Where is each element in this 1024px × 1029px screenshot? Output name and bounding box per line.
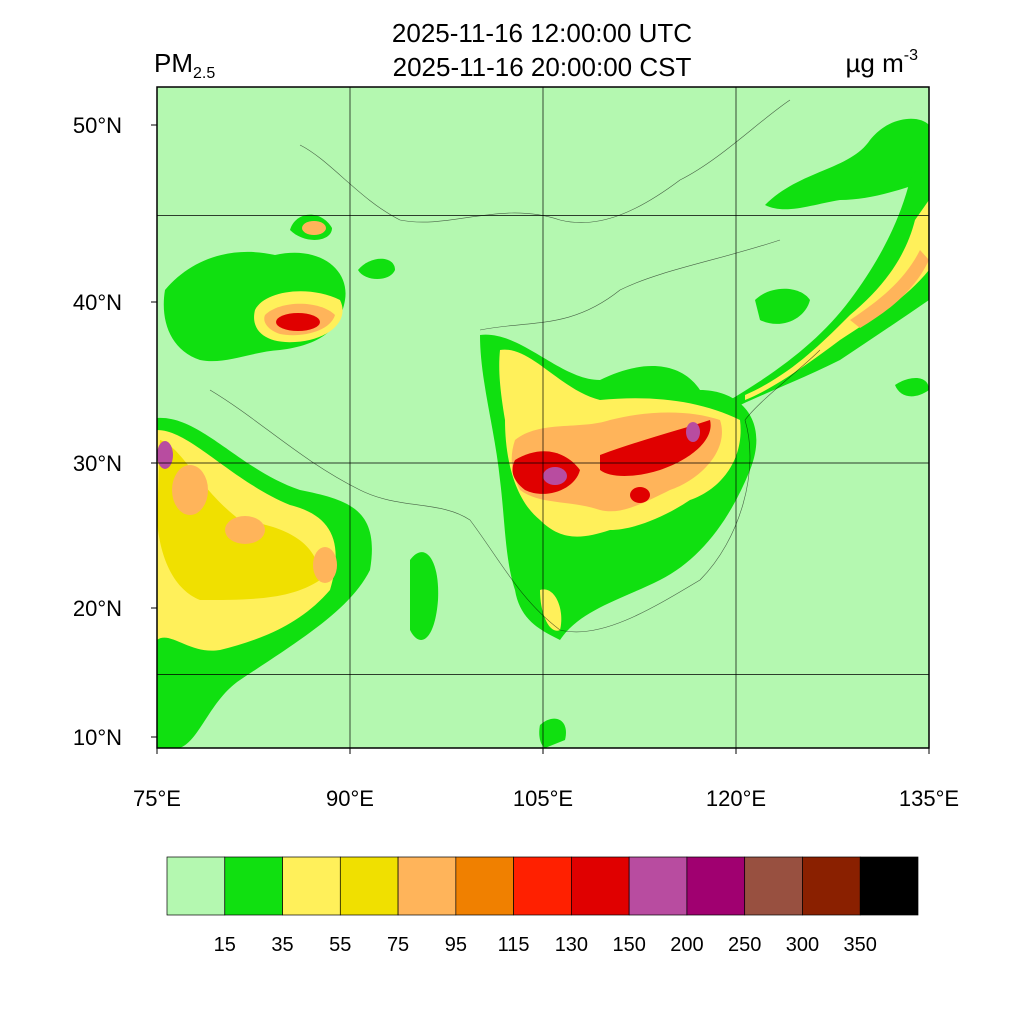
lon-tick-label: 120°E — [706, 786, 766, 811]
colorbar-swatch — [282, 856, 341, 916]
concentration-field — [157, 118, 929, 748]
variable-label: PM2.5 — [154, 48, 215, 82]
colorbar-label: 130 — [555, 934, 588, 956]
colorbar-label: 15 — [214, 934, 236, 956]
colorbar-swatch — [455, 856, 514, 916]
colorbar-swatch — [166, 856, 226, 916]
lon-tick-label: 90°E — [326, 786, 374, 811]
lat-tick-label: 50°N — [73, 113, 122, 138]
title-line: 2025-11-16 20:00:00 CST — [393, 52, 692, 82]
colorbar-swatch — [686, 856, 746, 916]
colorbar-label: 115 — [498, 934, 530, 956]
colorbar-label: 200 — [670, 934, 703, 956]
colorbar-swatch — [397, 856, 457, 916]
variable-main: PM — [154, 48, 193, 78]
colorbar-swatch — [571, 856, 630, 916]
colorbar-label: 95 — [445, 934, 467, 956]
colorbar-swatch — [339, 856, 399, 916]
lat-tick-label: 30°N — [73, 451, 122, 476]
colorbar-label: 250 — [728, 934, 761, 956]
variable-sub: 2.5 — [193, 65, 215, 82]
colorbar-label: 150 — [612, 934, 645, 956]
colorbar-label: 55 — [329, 934, 351, 956]
lon-tick-label: 75°E — [133, 786, 181, 811]
lon-tick-label: 135°E — [899, 786, 959, 811]
unit-label: µg m-3 — [845, 47, 918, 78]
colorbar-label: 75 — [387, 934, 409, 956]
lat-tick-label: 10°N — [73, 725, 122, 750]
unit-sup: -3 — [904, 47, 918, 64]
colorbar-label: 350 — [844, 934, 877, 956]
unit-main: µg m — [845, 48, 903, 78]
colorbar-swatch — [513, 856, 572, 916]
colorbar-swatch — [802, 856, 861, 916]
lon-tick-label: 105°E — [513, 786, 573, 811]
lat-tick-label: 40°N — [73, 290, 122, 315]
colorbar-swatch — [628, 856, 688, 916]
title-line: 2025-11-16 12:00:00 UTC — [392, 18, 692, 48]
colorbar-label: 35 — [271, 934, 293, 956]
lat-tick-label: 20°N — [73, 596, 122, 621]
colorbar-swatch — [859, 856, 919, 916]
colorbar-swatch — [224, 856, 283, 916]
colorbar-swatch — [744, 856, 803, 916]
colorbar-label: 300 — [786, 934, 819, 956]
boundaries — [209, 99, 821, 633]
